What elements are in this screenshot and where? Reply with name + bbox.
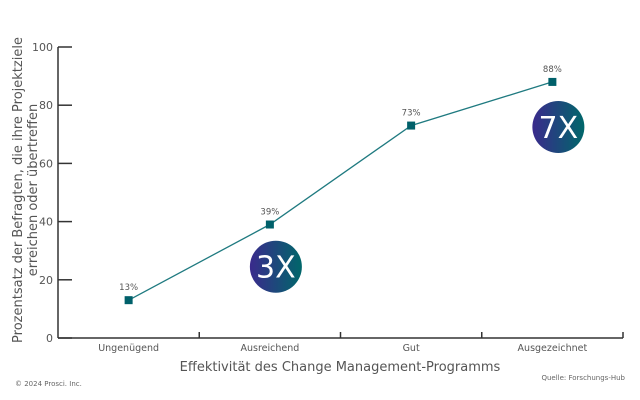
copyright: © 2024 Prosci. Inc. — [15, 380, 82, 388]
x-tick-label: Gut — [403, 343, 420, 354]
x-tick-label: Ungenügend — [98, 343, 159, 354]
multiplier-label: 7X — [539, 111, 579, 146]
series-line — [128, 81, 553, 301]
data-label: 13% — [119, 283, 138, 293]
data-point — [124, 296, 133, 305]
x-tick-label: Ausgezeichnet — [518, 343, 588, 354]
y-tick-label: 100 — [32, 41, 53, 54]
y-tick-label: 0 — [46, 332, 53, 345]
x-tick-label: Ausreichend — [240, 343, 299, 354]
data-label: 73% — [402, 109, 421, 119]
multiplier-badge — [532, 101, 585, 154]
data-point — [265, 220, 274, 229]
y-axis-title-line-2: erreichen oder übertreffen — [26, 104, 41, 276]
multiplier-badge — [249, 240, 302, 293]
data-label: 88% — [543, 65, 562, 75]
y-tick-label: 40 — [39, 216, 53, 229]
source-note: Quelle: Forschungs-Hub — [541, 374, 625, 382]
y-axis-title-line-1: Prozentsatz der Befragten, die ihre Proj… — [11, 37, 26, 343]
data-point — [548, 77, 557, 86]
multiplier-label: 3X — [256, 251, 296, 286]
data-label: 39% — [260, 208, 279, 218]
x-axis-title: Effektivität des Change Management-Progr… — [180, 360, 501, 375]
y-tick-label: 60 — [39, 157, 53, 170]
y-tick-label: 20 — [39, 274, 53, 287]
y-tick-label: 80 — [39, 99, 53, 112]
data-point — [407, 121, 416, 130]
